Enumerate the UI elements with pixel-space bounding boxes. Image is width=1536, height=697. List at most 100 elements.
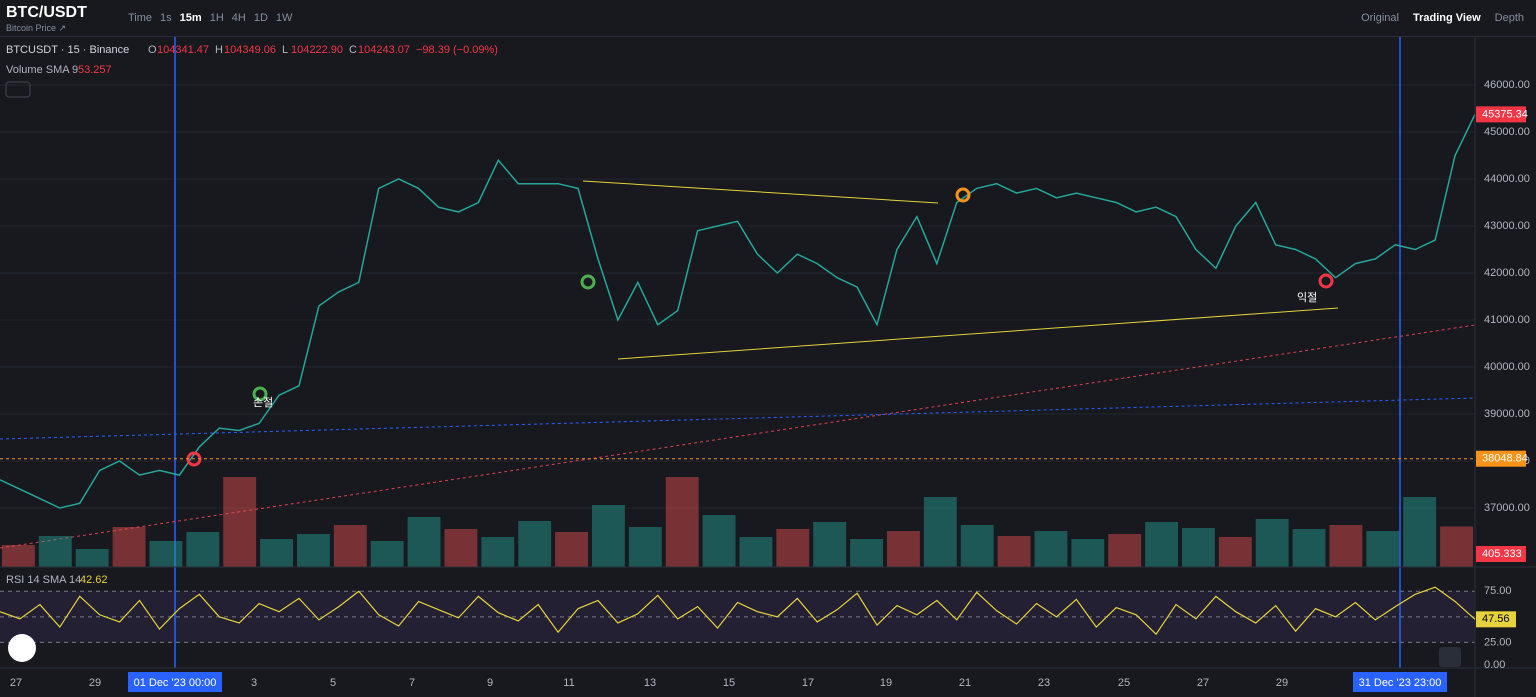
view-tab[interactable]: Original (1361, 12, 1399, 24)
volume-bar (1071, 539, 1105, 567)
rsi-tick-label: 25.00 (1484, 636, 1512, 648)
date-label: 21 (959, 677, 971, 689)
timeframe[interactable]: 1s (160, 12, 172, 24)
volume-bar (702, 515, 736, 567)
date-label: 13 (644, 677, 656, 689)
price-tick-label: 41000.00 (1484, 314, 1530, 326)
volume-bar (518, 521, 552, 567)
ohlc-c_label: C (349, 44, 357, 56)
volume-bar (370, 541, 404, 567)
date-label: 29 (1276, 677, 1288, 689)
rsi-tick-label: 0.00 (1484, 659, 1505, 671)
level-label: 38048.84 (1482, 453, 1528, 465)
volume-bar (887, 531, 920, 567)
views: Original Trading View Depth (1361, 12, 1524, 24)
price-tick-label: 37000.00 (1484, 502, 1530, 514)
price-tick-label: 45000.00 (1484, 126, 1530, 138)
rsi-title: RSI 14 SMA 14 (6, 574, 81, 586)
volume-bar (75, 549, 109, 567)
timeframe[interactable]: 1H (209, 12, 224, 24)
volume-bar (628, 527, 662, 567)
date-label: 27 (1197, 677, 1209, 689)
annotation: 익절 (1297, 291, 1317, 304)
ohlc-h: 104349.06 (224, 44, 276, 56)
volume-bar (444, 529, 478, 567)
buy-marker (252, 386, 268, 402)
date-label: 7 (409, 677, 415, 689)
volume-bar (1255, 519, 1289, 567)
trend-line (582, 180, 939, 204)
volume-bar (260, 539, 293, 567)
timeframe[interactable]: 15m (179, 12, 202, 24)
price-tick-label: 44000.00 (1484, 173, 1530, 185)
date-label: 17 (802, 677, 814, 689)
volume-title: Volume SMA 9 (6, 64, 78, 76)
date-label: 29 (89, 677, 101, 689)
symbol[interactable]: BTC/USDT (6, 4, 87, 21)
volume-bar (186, 532, 220, 567)
logo[interactable] (8, 634, 36, 662)
price-tick-label: 40000.00 (1484, 361, 1530, 373)
date-highlight (1353, 672, 1447, 692)
date-label: 5 (330, 677, 336, 689)
volume-bar (960, 525, 994, 567)
volume-bar (665, 477, 699, 567)
volume-sma: 53.257 (78, 64, 112, 76)
collapse-button[interactable] (5, 81, 31, 98)
volume-bar (1182, 528, 1215, 567)
last-price-label: 45375.34 (1482, 108, 1528, 120)
marker (955, 187, 971, 203)
volume-bar (333, 525, 367, 567)
ohlc-o_label: O (148, 44, 157, 56)
date-label: 15 (723, 677, 735, 689)
volume-bar (1366, 531, 1400, 567)
timeframe[interactable]: Time (128, 12, 153, 24)
timeframe[interactable]: 1D (253, 12, 268, 24)
volume-bar (1329, 525, 1363, 567)
ohlc-o: 104341.47 (157, 44, 209, 56)
level-label-bg (1476, 450, 1526, 467)
volume-bar (1145, 522, 1178, 567)
ohlc-change: −98.39 (−0.09%) (416, 44, 498, 56)
rsi-sma: 42.62 (80, 574, 108, 586)
scroll-button[interactable] (1439, 647, 1461, 667)
volume-bar (223, 477, 257, 567)
date-label: 3 (251, 677, 257, 689)
timeframe[interactable]: 4H (231, 12, 246, 24)
timeframe[interactable]: 1W (275, 12, 293, 24)
rsi-tick-label: 75.00 (1484, 585, 1512, 597)
date-label: 27 (10, 677, 22, 689)
volume-bar (1034, 531, 1068, 567)
view-tab[interactable]: Trading View (1412, 12, 1481, 24)
price-tick-label: 43000.00 (1484, 220, 1530, 232)
date-label: 9 (487, 677, 493, 689)
volume-bar (407, 517, 441, 567)
volume-bar (112, 527, 146, 567)
subtitle[interactable]: Bitcoin Price ↗ (6, 23, 67, 33)
top-bar: BTC/USDT Bitcoin Price ↗ Time 1s 15m 1H 4H 1D… (0, 0, 1536, 37)
date-label: 19 (880, 677, 892, 689)
view-tab[interactable]: Depth (1494, 12, 1524, 24)
trend-line (0, 324, 1476, 549)
ohlc-l: 104222.90 (291, 44, 343, 56)
volume-bar (997, 536, 1031, 567)
sell-marker (1318, 273, 1334, 289)
trend-line (617, 307, 1339, 360)
volume-bar (1292, 529, 1326, 567)
rsi-last-label: 47.56 (1482, 613, 1510, 625)
rsi-line (0, 586, 1476, 636)
price-tick-label: 46000.00 (1484, 79, 1530, 91)
date-label: 31 Dec '23 23:00 (1359, 677, 1442, 689)
price-line (0, 114, 1476, 509)
volume-bar (813, 522, 847, 567)
volume-bar (1108, 534, 1142, 567)
volume-label-bg (1476, 546, 1526, 562)
price-tick-label: 39000.00 (1484, 408, 1530, 420)
volume-bar (2, 545, 35, 567)
rsi-label-bg (1476, 611, 1516, 628)
date-label: 01 Dec '23 00:00 (134, 677, 217, 689)
volume-bar (481, 537, 515, 567)
ohlc-l_label: L (282, 44, 288, 56)
